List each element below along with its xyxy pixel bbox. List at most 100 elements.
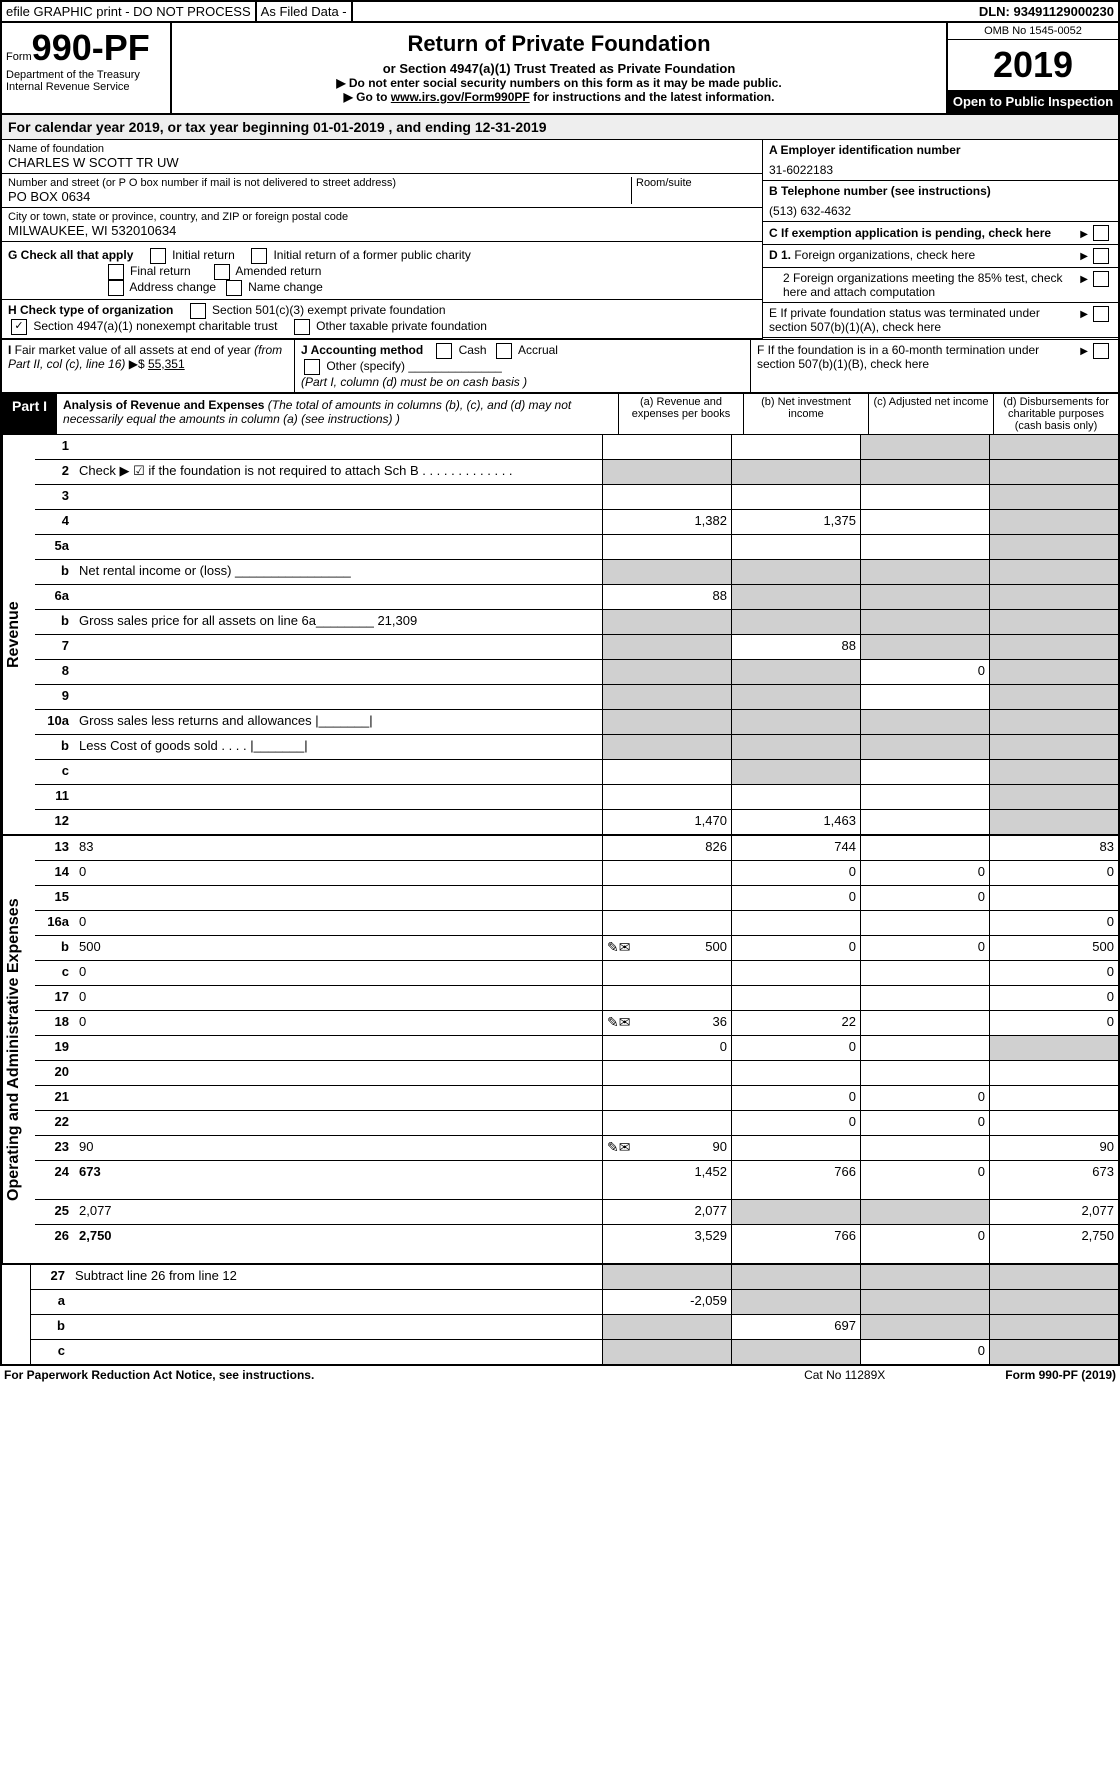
table-row: c — [35, 760, 1118, 785]
row-description — [75, 760, 602, 784]
row-description — [75, 485, 602, 509]
d2-checkbox[interactable] — [1093, 271, 1109, 287]
data-cell — [731, 961, 860, 985]
data-cell — [989, 485, 1118, 509]
row-number: 5a — [35, 535, 75, 559]
row-number: 16a — [35, 911, 75, 935]
row-description — [71, 1340, 602, 1364]
table-row: 180✎✉36220 — [35, 1011, 1118, 1036]
data-cell: -2,059 — [602, 1290, 731, 1314]
address-change-checkbox[interactable] — [108, 280, 124, 296]
s501c3-checkbox[interactable] — [190, 303, 206, 319]
attachment-icon[interactable]: ✎✉ — [607, 1014, 630, 1031]
data-cell — [731, 585, 860, 609]
data-cell — [602, 760, 731, 784]
d1-line: D 1. Foreign organizations, check here — [763, 245, 1118, 268]
table-row: 11 — [35, 785, 1118, 810]
other-method-checkbox[interactable] — [304, 359, 320, 375]
data-cell: 90 — [989, 1136, 1118, 1160]
data-cell — [860, 585, 989, 609]
initial-return-checkbox[interactable] — [150, 248, 166, 264]
d1-checkbox[interactable] — [1093, 248, 1109, 264]
form-id-box: Form 990-PF Department of the Treasury I… — [2, 23, 172, 113]
table-row: 2100 — [35, 1086, 1118, 1111]
omb-number: OMB No 1545-0052 — [948, 23, 1118, 40]
data-cell — [989, 585, 1118, 609]
name-change-checkbox[interactable] — [226, 280, 242, 296]
other-taxable-checkbox[interactable] — [294, 319, 310, 335]
data-cell — [860, 1315, 989, 1339]
row-description: 2,077 — [75, 1200, 602, 1224]
arrow-icon — [1080, 343, 1090, 389]
row-number: 14 — [35, 861, 75, 885]
data-cell — [731, 685, 860, 709]
final-return-checkbox[interactable] — [108, 264, 124, 280]
row-number: 17 — [35, 986, 75, 1010]
data-cell — [860, 685, 989, 709]
e-checkbox[interactable] — [1093, 306, 1109, 322]
attachment-icon[interactable]: ✎✉ — [607, 1139, 630, 1156]
row-number: 26 — [35, 1225, 75, 1263]
s4947-checkbox[interactable]: ✓ — [11, 319, 27, 335]
data-cell: 0 — [989, 1011, 1118, 1035]
expenses-side-label: Operating and Administrative Expenses — [2, 836, 35, 1263]
data-cell — [602, 660, 731, 684]
data-cell — [731, 1340, 860, 1364]
row-number: 4 — [35, 510, 75, 534]
data-cell — [860, 1265, 989, 1289]
amended-checkbox[interactable] — [214, 264, 230, 280]
f-checkbox[interactable] — [1093, 343, 1109, 359]
data-cell — [602, 961, 731, 985]
accrual-checkbox[interactable] — [496, 343, 512, 359]
data-cell: 3,529 — [602, 1225, 731, 1263]
data-cell — [989, 610, 1118, 634]
table-row: 1 — [35, 435, 1118, 460]
data-cell: ✎✉500 — [602, 936, 731, 960]
data-cell: ✎✉90 — [602, 1136, 731, 1160]
cash-checkbox[interactable] — [436, 343, 452, 359]
data-cell: 0 — [860, 886, 989, 910]
row-description — [75, 785, 602, 809]
row-description: 0 — [75, 986, 602, 1010]
row-number: c — [35, 760, 75, 784]
address-cell: Number and street (or P O box number if … — [2, 174, 762, 208]
row-description — [75, 1086, 602, 1110]
col-a-header: (a) Revenue and expenses per books — [619, 394, 744, 434]
data-cell: 0 — [989, 961, 1118, 985]
row-number: a — [31, 1290, 71, 1314]
data-cell: 0 — [860, 660, 989, 684]
col-b-header: (b) Net investment income — [744, 394, 869, 434]
form-prefix: Form — [6, 51, 32, 63]
data-cell — [731, 1136, 860, 1160]
data-cell — [602, 1265, 731, 1289]
row-description: Subtract line 26 from line 12 — [71, 1265, 602, 1289]
part1-label: Part I — [2, 394, 57, 434]
data-cell — [602, 560, 731, 584]
data-cell — [860, 710, 989, 734]
table-row: a -2,059 — [31, 1290, 1118, 1315]
row-number: 18 — [35, 1011, 75, 1035]
attachment-icon[interactable]: ✎✉ — [607, 939, 630, 956]
irs-label: Internal Revenue Service — [6, 81, 166, 93]
table-row: 9 — [35, 685, 1118, 710]
irs-link[interactable]: www.irs.gov/Form990PF — [391, 90, 530, 104]
data-cell — [731, 735, 860, 759]
row-description — [75, 685, 602, 709]
initial-former-checkbox[interactable] — [251, 248, 267, 264]
exemption-checkbox[interactable] — [1093, 225, 1109, 241]
data-cell — [989, 535, 1118, 559]
data-cell — [731, 1290, 860, 1314]
data-cell — [731, 986, 860, 1010]
data-cell: 88 — [602, 585, 731, 609]
row-number: 3 — [35, 485, 75, 509]
table-row: 138382674483 — [35, 836, 1118, 861]
row-number: b — [35, 936, 75, 960]
data-cell: ✎✉36 — [602, 1011, 731, 1035]
revenue-table: Revenue 12Check ▶ ☑ if the foundation is… — [0, 435, 1120, 836]
row-number: 20 — [35, 1061, 75, 1085]
data-cell: 0 — [860, 936, 989, 960]
title-block: Form 990-PF Department of the Treasury I… — [0, 23, 1120, 115]
data-cell: 0 — [860, 1111, 989, 1135]
row-number: 13 — [35, 836, 75, 860]
data-cell: 697 — [731, 1315, 860, 1339]
